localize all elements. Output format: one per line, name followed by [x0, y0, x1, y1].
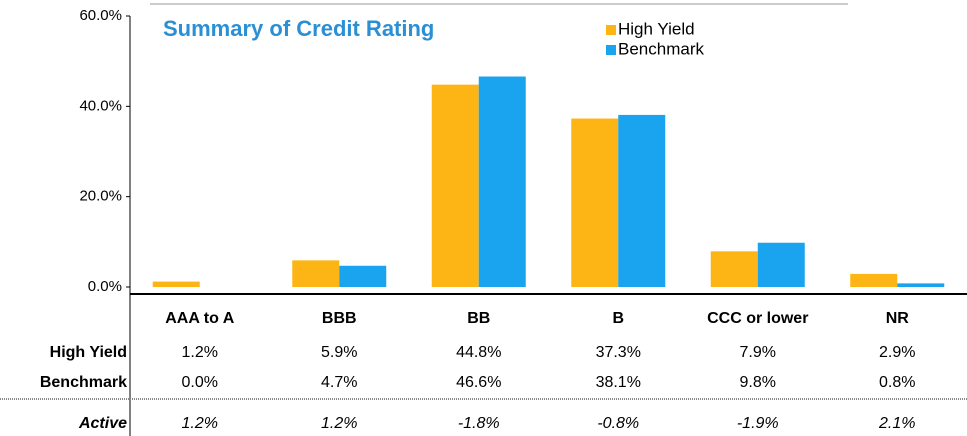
table-cell: 1.2% [321, 415, 357, 432]
table-cell: 2.1% [878, 415, 915, 432]
legend-swatch [606, 45, 616, 55]
table-cell: 38.1% [596, 374, 641, 391]
bar [710, 251, 758, 287]
table-cell: 0.8% [879, 374, 915, 391]
y-tick-label: 20.0% [79, 188, 122, 205]
y-tick-label: 60.0% [79, 7, 122, 24]
table-cell: 1.2% [182, 344, 218, 361]
table-cell: 37.3% [596, 344, 641, 361]
legend-swatch [606, 25, 616, 35]
table-cell: 2.9% [879, 344, 915, 361]
bar [757, 242, 805, 287]
bar [897, 283, 945, 287]
table-header: BBB [322, 310, 357, 327]
bar [571, 118, 619, 287]
table-header: B [612, 310, 624, 327]
table-header: AAA to A [165, 310, 234, 327]
table-cell: 4.7% [321, 374, 357, 391]
row-label: Benchmark [40, 374, 127, 391]
bar [431, 84, 479, 287]
table-cell: -1.8% [458, 415, 500, 432]
table-cell: -0.8% [597, 415, 639, 432]
table-cell: -1.9% [737, 415, 779, 432]
table-cell: 1.2% [182, 415, 218, 432]
bar [292, 260, 340, 287]
table-cell: 9.8% [740, 374, 776, 391]
legend-label: High Yield [618, 19, 695, 38]
table-cell: 44.8% [456, 344, 501, 361]
table-header: NR [886, 310, 910, 327]
table-header: CCC or lower [707, 310, 808, 327]
bar [850, 273, 898, 287]
bar [478, 76, 526, 287]
bar [152, 281, 200, 287]
legend-label: Benchmark [618, 39, 704, 58]
table-cell: 46.6% [456, 374, 501, 391]
table-header: BB [467, 310, 490, 327]
row-label: High Yield [50, 344, 127, 361]
chart-title: Summary of Credit Rating [163, 16, 434, 41]
bar [618, 114, 666, 287]
bar [339, 265, 387, 287]
table-cell: 7.9% [740, 344, 776, 361]
y-tick-label: 40.0% [79, 97, 122, 114]
table-cell: 0.0% [182, 374, 218, 391]
row-label: Active [78, 415, 127, 432]
table-cell: 5.9% [321, 344, 357, 361]
y-tick-label: 0.0% [88, 278, 122, 295]
